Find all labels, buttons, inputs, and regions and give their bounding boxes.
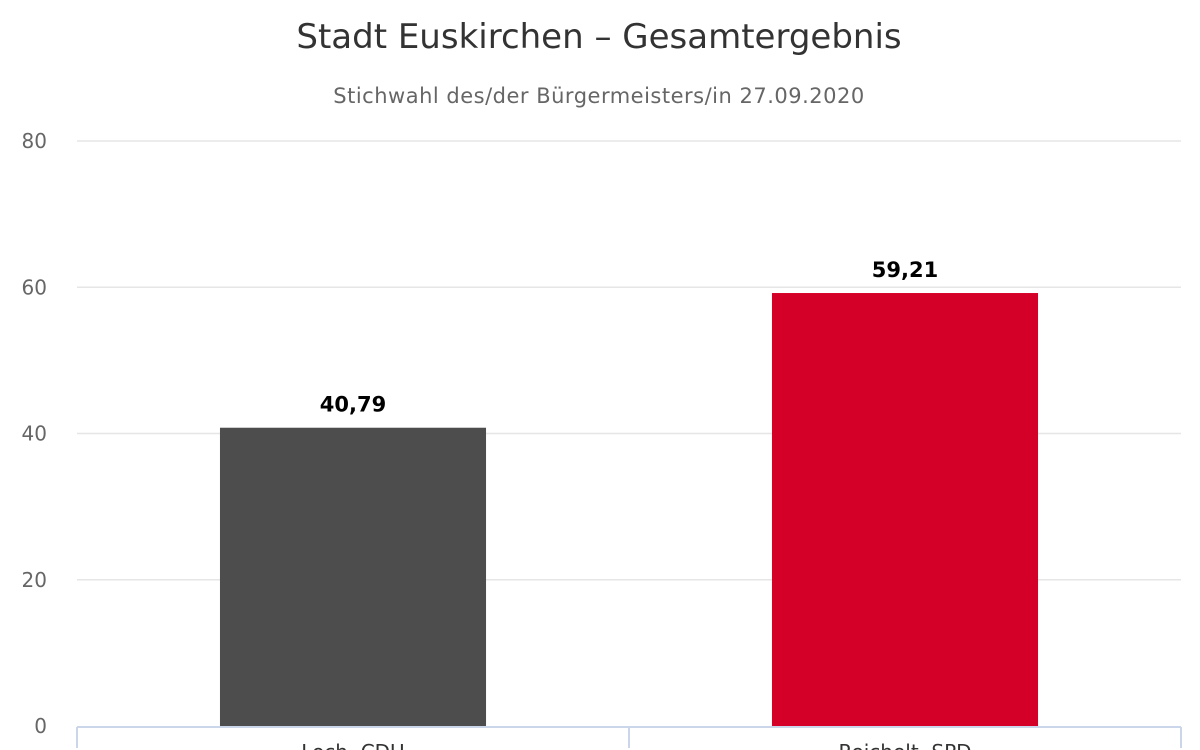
x-tick-label: Reichelt, SPD: [838, 740, 971, 750]
data-labels: 40,79 59,21: [320, 258, 938, 417]
y-tick-label: 0: [34, 714, 47, 738]
y-tick-label: 40: [22, 422, 47, 446]
x-axis: [76, 726, 1182, 748]
y-axis-ticks: 0 20 40 60 80: [22, 129, 47, 738]
y-tick-label: 60: [22, 275, 47, 299]
bar[interactable]: [219, 427, 487, 726]
chart-title: Stadt Euskirchen – Gesamtergebnis: [296, 17, 901, 57]
x-axis-ticks: Loch, CDU Reichelt, SPD: [301, 740, 971, 750]
chart-subtitle: Stichwahl des/der Bürgermeisters/in 27.0…: [333, 84, 864, 108]
y-tick-label: 20: [22, 568, 47, 592]
y-tick-label: 80: [22, 129, 47, 153]
x-tick-label: Loch, CDU: [301, 740, 404, 750]
bars: [219, 293, 1039, 726]
bar[interactable]: [771, 293, 1039, 726]
data-label: 59,21: [872, 258, 938, 282]
data-label: 40,79: [320, 393, 386, 417]
